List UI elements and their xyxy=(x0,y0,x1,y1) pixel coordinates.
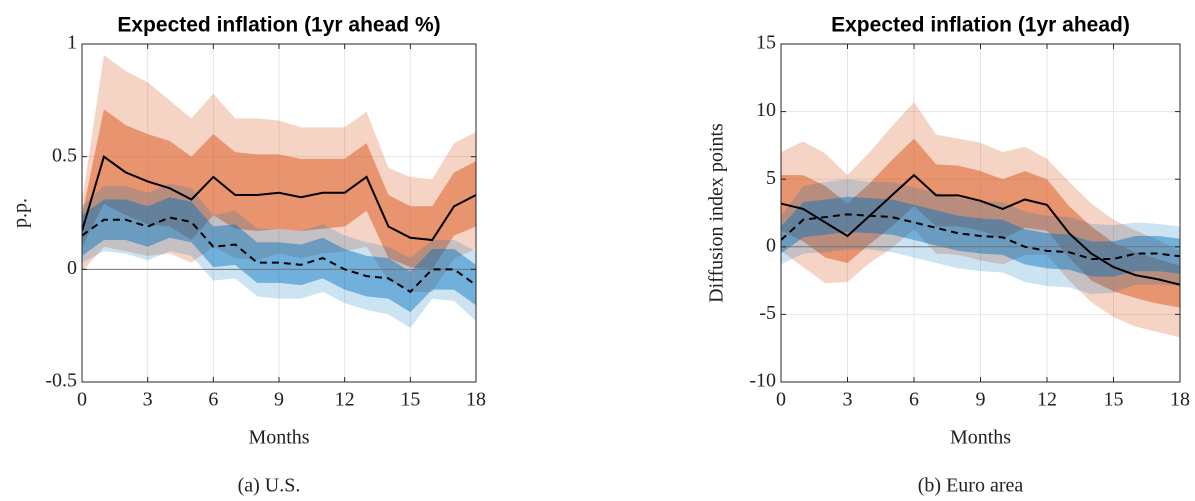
confidence-band xyxy=(781,138,1180,308)
y-tick-label: 5 xyxy=(766,167,776,189)
x-tick-label: 12 xyxy=(1037,389,1057,411)
x-tick-label: 18 xyxy=(1170,389,1190,411)
y-tick-label: 15 xyxy=(756,32,776,54)
confidence-band xyxy=(82,183,476,328)
response-line xyxy=(82,155,476,242)
confidence-band xyxy=(82,197,476,313)
response-line xyxy=(82,216,476,294)
x-tick-label: 9 xyxy=(976,389,986,411)
response-line xyxy=(781,173,1180,286)
y-axis-label: Diffusion index points xyxy=(706,123,728,303)
confidence-band xyxy=(82,109,476,270)
plot-area xyxy=(781,102,1180,338)
chart-title: Expected inflation (1yr ahead) xyxy=(831,14,1130,37)
y-tick-label: 10 xyxy=(756,99,776,121)
y-tick-label: -10 xyxy=(749,370,776,392)
x-tick-label: 0 xyxy=(77,389,87,411)
x-tick-label: 0 xyxy=(776,389,786,411)
x-tick-label: 18 xyxy=(466,389,486,411)
y-tick-label: 0 xyxy=(67,257,77,279)
caption: (b) Euro area xyxy=(918,475,1024,497)
response-line xyxy=(781,213,1180,260)
x-tick-label: 9 xyxy=(274,389,284,411)
x-axis-label: Months xyxy=(248,427,309,449)
plot-area xyxy=(82,55,476,328)
x-tick-label: 3 xyxy=(143,389,153,411)
y-tick-label: 1 xyxy=(67,32,77,54)
x-tick-label: 15 xyxy=(1104,389,1124,411)
x-tick-label: 12 xyxy=(335,389,355,411)
x-tick-label: 6 xyxy=(909,389,919,411)
y-tick-label: -5 xyxy=(759,302,776,324)
y-tick-label: 0.5 xyxy=(52,144,77,166)
x-axis-label: Months xyxy=(950,427,1011,449)
x-tick-label: 3 xyxy=(843,389,853,411)
x-tick-label: 15 xyxy=(400,389,420,411)
y-tick-label: 0 xyxy=(766,234,776,256)
caption: (a) U.S. xyxy=(238,475,301,497)
y-axis-label: p.p. xyxy=(10,198,32,228)
y-tick-label: -0.5 xyxy=(45,370,77,392)
chart-title: Expected inflation (1yr ahead %) xyxy=(117,14,440,37)
x-tick-label: 6 xyxy=(208,389,218,411)
